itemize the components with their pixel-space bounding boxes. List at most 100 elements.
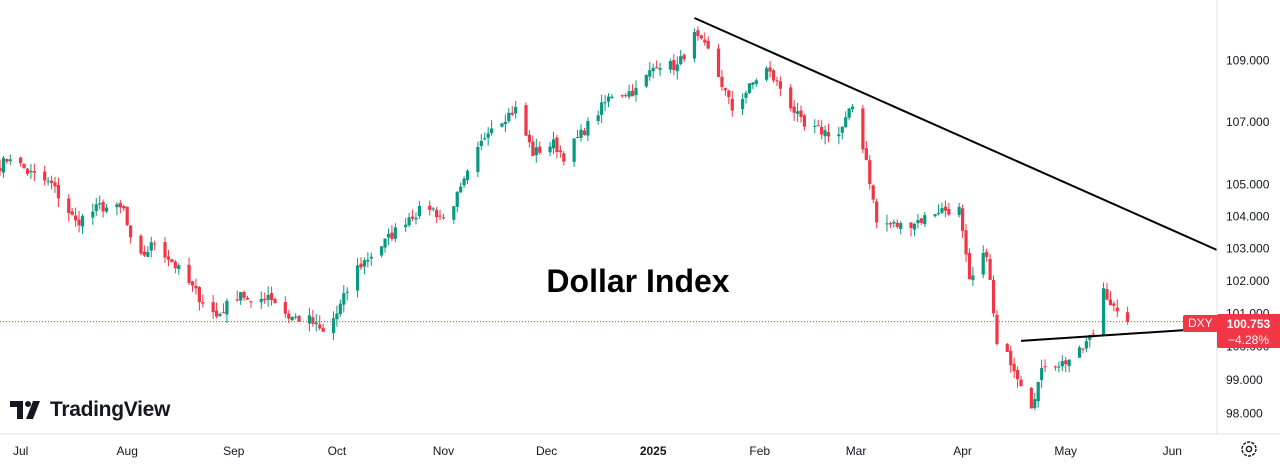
candle-body (778, 81, 782, 89)
time-tick-label: Feb (749, 444, 770, 458)
candle-body (864, 148, 868, 160)
candle-body (1101, 288, 1106, 336)
candle-body (813, 125, 817, 127)
candle-body (789, 87, 793, 109)
gear-icon[interactable] (1240, 440, 1258, 458)
candle-body (307, 315, 312, 324)
candle-body (455, 191, 459, 207)
candle-body (91, 211, 95, 218)
candle-body (572, 138, 576, 162)
candle-body (534, 147, 538, 156)
candle-body (139, 235, 143, 254)
candle-body (149, 242, 153, 251)
time-tick-label: Dec (536, 444, 557, 458)
candle-body (8, 159, 12, 162)
tradingview-logo[interactable]: TradingView (10, 398, 170, 422)
candle-body (510, 112, 514, 115)
candle-body (359, 263, 363, 268)
candle-body (476, 147, 480, 172)
time-tick-label: Mar (846, 444, 867, 458)
candle-body (971, 275, 975, 280)
time-tick-label: May (1054, 444, 1077, 458)
candle-body (197, 287, 201, 303)
price-axis[interactable]: 109.000 107.000 105.000 104.000 103.000 102.0… (1226, 53, 1270, 420)
candle-body (362, 260, 367, 267)
candle-body (190, 281, 195, 286)
candle-body (321, 327, 325, 332)
time-tick-label: Jul (13, 444, 28, 458)
candle-body (1108, 299, 1113, 306)
candle-body (221, 312, 226, 314)
candle-body (692, 32, 697, 59)
candle-body (225, 300, 229, 315)
candle-body (1043, 366, 1047, 368)
candle-body (49, 180, 54, 184)
candle-body (1, 157, 6, 173)
candle-body (380, 246, 384, 256)
candle-body (170, 259, 174, 263)
candle-body (435, 209, 439, 218)
candle-body (335, 313, 339, 320)
candle-body (933, 214, 937, 217)
candle-body (46, 180, 50, 182)
candle-body (383, 238, 387, 248)
candle-body (74, 215, 78, 221)
price-tick-label: 109.000 (1226, 53, 1270, 67)
candle-body (53, 182, 57, 187)
time-tick-label: 2025 (640, 444, 667, 458)
last-price-value: 100.753 (1226, 317, 1271, 331)
candle-body (600, 102, 604, 115)
candle-body (826, 132, 831, 137)
candle-body (194, 285, 198, 289)
candle-body (1126, 312, 1130, 322)
candle-body (338, 303, 342, 315)
candle-body (644, 75, 648, 87)
candle-body (730, 98, 734, 111)
candle-body (696, 30, 700, 37)
candle-body (441, 217, 446, 219)
candle-body (923, 215, 927, 225)
candle-body (840, 126, 844, 133)
candle-body (386, 234, 391, 238)
candle-body (414, 217, 418, 220)
candle-body (706, 40, 710, 49)
candle-body (1053, 366, 1058, 368)
candle-body (771, 70, 776, 81)
candle-body (768, 67, 772, 72)
candle-body (390, 232, 394, 239)
candle-body (32, 171, 36, 173)
candle-body (1081, 348, 1085, 350)
candle-body (115, 204, 119, 208)
candle-body (29, 170, 33, 173)
candle-body (988, 258, 992, 280)
candle-body (101, 201, 105, 212)
candle-body (318, 324, 322, 329)
time-axis[interactable]: Jul Aug Sep Oct Nov Dec 2025 Feb Mar Apr May Jun (13, 444, 1182, 458)
candle-body (740, 99, 745, 110)
candle-body (146, 251, 150, 257)
candle-body (122, 205, 126, 209)
candle-body (679, 56, 683, 65)
candle-body (129, 225, 133, 238)
candle-body (142, 251, 146, 256)
candle-body (287, 313, 291, 319)
candle-body (331, 318, 336, 334)
candle-body (355, 265, 360, 291)
candle-body (675, 64, 679, 72)
candle-body (410, 216, 415, 219)
candle-body (1057, 366, 1061, 368)
candle-body (716, 48, 721, 77)
candle-body (551, 139, 556, 149)
candle-body (67, 198, 71, 214)
candle-body (868, 160, 872, 184)
candle-body (118, 203, 122, 208)
candle-body (1088, 335, 1092, 340)
candle-body (56, 184, 61, 199)
candle-body (273, 298, 277, 304)
chart-title: Dollar Index (546, 263, 729, 299)
candle-body (345, 291, 349, 293)
candle-body (166, 256, 171, 260)
candle-body (655, 67, 659, 69)
candle-body (630, 90, 635, 97)
